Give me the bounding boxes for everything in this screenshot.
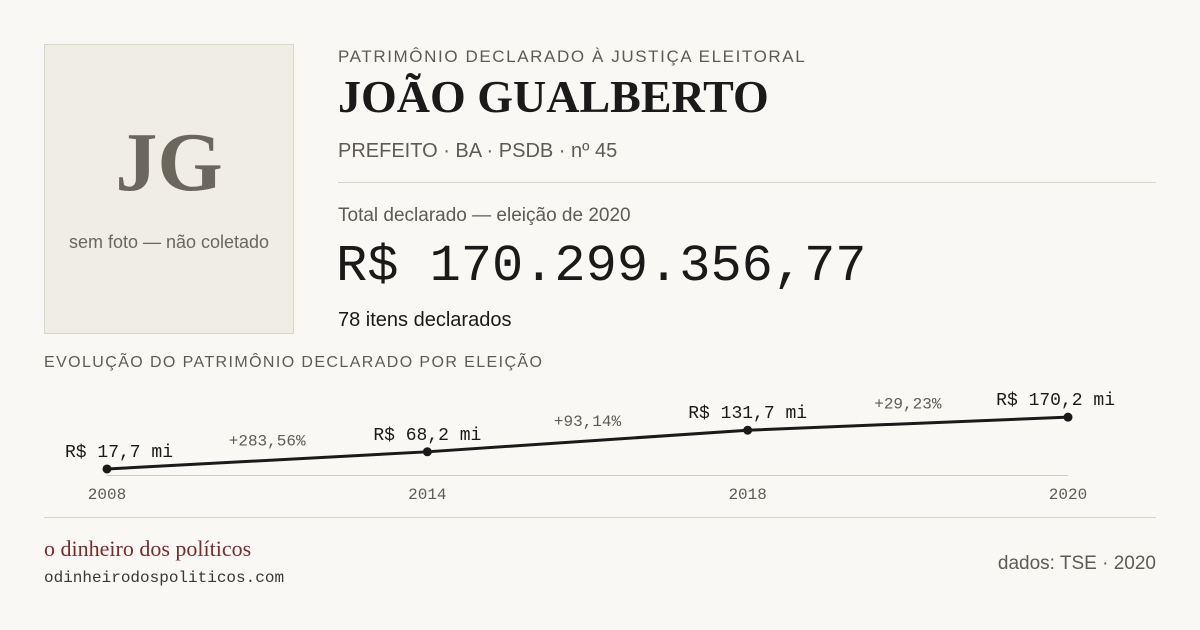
- photo-placeholder: [44, 44, 294, 334]
- candidate-details: PREFEITO · BA · PSDB · nº 45: [338, 140, 617, 162]
- change-label: +29,23%: [874, 396, 942, 414]
- point: [743, 425, 753, 435]
- brand: o dinheiro dos políticos: [44, 536, 251, 561]
- total-amount: R$ 170.299.356,77: [336, 237, 867, 296]
- value-label: R$ 131,7 mi: [688, 404, 807, 424]
- chart: 2008 2014 2018 2020 +283,56% +93,14% +29,23% R$…: [65, 391, 1115, 504]
- initials: JG: [115, 116, 222, 209]
- url: odinheirodospoliticos.com: [44, 569, 284, 587]
- kicker: PATRIMÔNIO DECLARADO À JUSTIÇA ELEITORAL: [338, 47, 806, 66]
- x-tick-label: 2014: [408, 486, 446, 504]
- point: [1063, 412, 1073, 422]
- value-label: R$ 68,2 mi: [373, 426, 481, 446]
- change-label: +283,56%: [229, 432, 306, 450]
- photo-caption: sem foto — não coletado: [69, 232, 269, 252]
- source: dados: TSE · 2020: [998, 553, 1156, 574]
- change-label: +93,14%: [554, 413, 622, 431]
- point: [422, 447, 432, 457]
- items-count: 78 itens declarados: [338, 309, 511, 331]
- x-tick-label: 2020: [1049, 486, 1087, 504]
- total-label: Total declarado — eleição de 2020: [338, 205, 631, 226]
- value-label: R$ 170,2 mi: [996, 391, 1115, 411]
- line: [106, 415, 1069, 471]
- value-label: R$ 17,7 mi: [65, 443, 173, 463]
- chart-title: EVOLUÇÃO DO PATRIMÔNIO DECLARADO POR ELE…: [44, 351, 543, 371]
- point: [102, 464, 112, 474]
- candidate-name: JOÃO GUALBERTO: [338, 71, 769, 122]
- x-tick-label: 2018: [728, 486, 766, 504]
- x-tick-label: 2008: [88, 486, 126, 504]
